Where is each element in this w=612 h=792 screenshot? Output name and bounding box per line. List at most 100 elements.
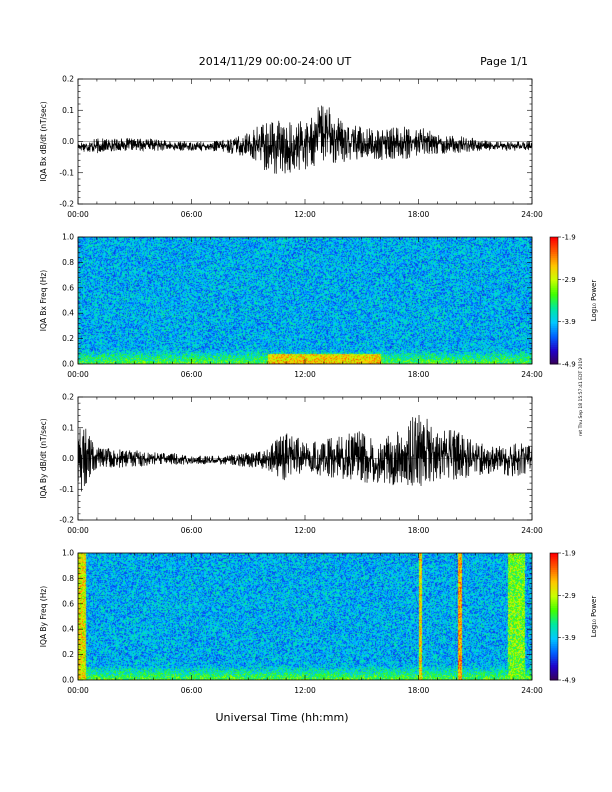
colorbar-cell [550, 660, 558, 664]
colorbar-cell [550, 268, 558, 272]
colorbar-cell [550, 633, 558, 637]
colorbar-cell [550, 313, 558, 316]
y-tick-label: 0.2 [62, 75, 74, 84]
page-number: Page 1/1 [480, 55, 528, 68]
page-title: 2014/11/29 00:00-24:00 UT [199, 55, 352, 68]
x-tick-label: 00:00 [67, 370, 89, 379]
colorbar-tick-label: -1.9 [562, 550, 576, 558]
bx-dbdt-panel: 00:00 06:00 12:00 18:00 24:00 -0.2 -0.1 0.0 0.1 0… [39, 75, 543, 220]
colorbar-cell [550, 622, 558, 626]
colorbar-cell [550, 586, 558, 590]
colorbar-cell [550, 292, 558, 295]
colorbar-cell [550, 675, 558, 679]
colorbar-cell [550, 584, 558, 588]
y-tick-label: 0.4 [62, 309, 74, 318]
colorbar-cell [550, 258, 558, 261]
colorbar-cell [550, 593, 558, 596]
y-tick-label: 0.4 [62, 625, 74, 634]
colorbar-cell [550, 336, 558, 340]
colorbar-cell [550, 654, 558, 658]
y-tick-label: 0.0 [62, 137, 74, 146]
colorbar-cell [550, 241, 558, 244]
x-tick-label: 24:00 [521, 210, 543, 219]
x-tick-label: 18:00 [408, 686, 430, 695]
colorbar-cell [550, 237, 558, 240]
colorbar-cell [550, 663, 558, 666]
colorbar-cell [550, 572, 558, 575]
y-tick-label: 0.8 [62, 258, 74, 267]
by-spectrogram-panel: -1.9 -2.9 -3.9 -4.9 Log₁₀ Power 00:00 06:00 12:… [39, 549, 598, 696]
colorbar-cell [550, 637, 558, 641]
x-tick-label: 24:00 [521, 370, 543, 379]
x-tick-label: 06:00 [181, 526, 203, 535]
colorbar-frame [549, 552, 559, 681]
colorbar-cell [550, 650, 558, 653]
colorbar-cell [550, 595, 558, 598]
colorbar-cell [550, 342, 558, 346]
colorbar-cell [550, 631, 558, 634]
colorbar-cell [550, 646, 558, 649]
y-tick-label: 0.0 [62, 454, 74, 463]
colorbar-cell [550, 569, 558, 573]
colorbar-cell [550, 315, 558, 318]
colorbar-cell [550, 306, 558, 310]
y-tick-label: 0.2 [62, 393, 74, 402]
colorbar-tick-label: -1.9 [562, 234, 576, 242]
colorbar-cell [550, 618, 558, 622]
colorbar-cell [550, 251, 558, 255]
x-tick-label: 12:00 [294, 526, 316, 535]
colorbar-cell [550, 361, 558, 365]
bx-spectrogram-panel: -1.9 -2.9 -3.9 -4.9 Log₁₀ Power 00:00 06:00 12:… [39, 233, 598, 380]
colorbar-cell [550, 344, 558, 348]
colorbar-cell [550, 673, 558, 677]
colorbar-cell [550, 281, 558, 285]
colorbar-cell [550, 553, 558, 556]
colorbar-cell [550, 319, 558, 323]
colorbar-cell [550, 253, 558, 257]
colorbar-cell [550, 349, 558, 352]
colorbar-frame [549, 236, 559, 365]
colorbar-cell [550, 635, 558, 639]
y-tick-label: -0.2 [59, 200, 74, 209]
colorbar-cell [550, 262, 558, 266]
colorbar-tick-label: -3.9 [562, 318, 576, 326]
colorbar-cell [550, 330, 558, 333]
colorbar-cell [550, 671, 558, 675]
colorbar-cell [550, 559, 558, 562]
colorbar-cell [550, 296, 558, 299]
y-tick-label: -0.1 [59, 168, 74, 177]
colorbar-cell [550, 302, 558, 306]
y-tick-label: 0.2 [62, 334, 74, 343]
colorbar-cell [550, 567, 558, 571]
by-dbdt-panel: 00:00 06:00 12:00 18:00 24:00 -0.2 -0.1 0.0 0.1 0… [39, 393, 543, 536]
y-tick-label: 0.6 [62, 283, 74, 292]
colorbar-cell [550, 614, 558, 617]
colorbar-cell [550, 665, 558, 668]
colorbar-cell [550, 639, 558, 643]
colorbar-tick-label: -4.9 [562, 677, 576, 685]
colorbar-cell [550, 277, 558, 280]
colorbar-cell [550, 270, 558, 274]
colorbar-cell [550, 357, 558, 361]
colorbar-cell [550, 565, 558, 569]
x-tick-label: 00:00 [67, 526, 89, 535]
colorbar-cell [550, 325, 558, 329]
colorbar-cell [550, 260, 558, 263]
x-tick-label: 18:00 [408, 526, 430, 535]
colorbar-cell [550, 249, 558, 253]
colorbar-cell [550, 317, 558, 321]
x-axis-label: Universal Time (hh:mm) [216, 711, 349, 724]
colorbar-cell [550, 677, 558, 681]
colorbar-cell [550, 334, 558, 337]
colorbar-tick-label: -3.9 [562, 634, 576, 642]
colorbar-cell [550, 308, 558, 312]
colorbar-cell [550, 652, 558, 656]
colorbar-cell [550, 608, 558, 611]
colorbar-cell [550, 563, 558, 567]
colorbar-cell [550, 321, 558, 325]
colorbar-cell [550, 347, 558, 350]
colorbar-cell [550, 294, 558, 297]
colorbar-cell [550, 610, 558, 613]
x-tick-label: 06:00 [181, 210, 203, 219]
